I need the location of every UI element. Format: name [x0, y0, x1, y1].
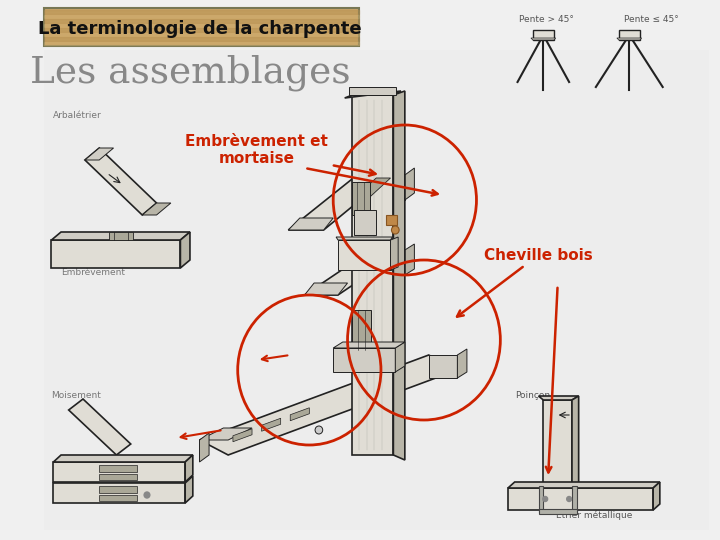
Text: Pente > 45°: Pente > 45°	[519, 15, 575, 24]
Polygon shape	[99, 486, 138, 493]
Polygon shape	[261, 418, 281, 431]
Circle shape	[315, 426, 323, 434]
Polygon shape	[199, 355, 457, 455]
Polygon shape	[531, 38, 556, 40]
Polygon shape	[405, 168, 415, 200]
Text: Cheville bois: Cheville bois	[457, 247, 593, 316]
Polygon shape	[539, 396, 579, 400]
Polygon shape	[44, 15, 359, 18]
Polygon shape	[185, 455, 193, 482]
Bar	[44, 50, 708, 530]
Polygon shape	[44, 32, 359, 36]
Polygon shape	[617, 38, 642, 40]
Text: Moisement: Moisement	[51, 391, 102, 400]
Polygon shape	[352, 310, 372, 350]
Circle shape	[567, 496, 572, 502]
Polygon shape	[395, 342, 405, 372]
Circle shape	[392, 226, 399, 234]
Polygon shape	[288, 175, 390, 230]
Polygon shape	[185, 476, 193, 503]
Polygon shape	[572, 396, 579, 488]
FancyBboxPatch shape	[44, 8, 359, 46]
Polygon shape	[44, 24, 359, 27]
Polygon shape	[99, 495, 138, 501]
Polygon shape	[653, 482, 660, 510]
Polygon shape	[618, 30, 640, 40]
Polygon shape	[53, 483, 185, 503]
Polygon shape	[199, 428, 252, 440]
Polygon shape	[44, 10, 359, 14]
Polygon shape	[51, 240, 181, 268]
Text: La terminologie de la charpente: La terminologie de la charpente	[37, 20, 361, 38]
Polygon shape	[357, 175, 405, 200]
Polygon shape	[143, 203, 171, 215]
Polygon shape	[53, 455, 193, 462]
Polygon shape	[85, 148, 156, 215]
Polygon shape	[305, 283, 348, 295]
Polygon shape	[533, 30, 554, 40]
Polygon shape	[233, 429, 252, 442]
Polygon shape	[508, 488, 653, 510]
Polygon shape	[44, 28, 359, 31]
Text: Embrèvement: Embrèvement	[61, 268, 125, 277]
Polygon shape	[405, 244, 415, 275]
Text: Entrait moisé: Entrait moisé	[97, 491, 158, 500]
Polygon shape	[539, 486, 544, 512]
Polygon shape	[345, 91, 401, 98]
Text: Embrèvement et
mortaise: Embrèvement et mortaise	[185, 134, 376, 176]
Polygon shape	[544, 400, 572, 488]
Polygon shape	[338, 240, 390, 270]
Polygon shape	[53, 462, 185, 482]
Polygon shape	[372, 250, 405, 275]
Polygon shape	[508, 482, 660, 488]
Polygon shape	[352, 178, 390, 200]
Polygon shape	[539, 509, 577, 514]
Polygon shape	[44, 42, 359, 45]
Polygon shape	[51, 232, 190, 240]
Polygon shape	[44, 37, 359, 40]
Polygon shape	[457, 349, 467, 378]
Polygon shape	[354, 210, 376, 235]
Polygon shape	[393, 91, 405, 460]
Text: Pente ≤ 45°: Pente ≤ 45°	[624, 15, 679, 24]
Text: Poinçon: Poinçon	[516, 391, 551, 400]
Polygon shape	[199, 433, 209, 462]
Polygon shape	[352, 95, 393, 455]
Polygon shape	[109, 232, 132, 240]
Polygon shape	[305, 250, 405, 295]
Text: Arbalétrier: Arbalétrier	[53, 111, 102, 120]
Circle shape	[543, 496, 548, 502]
Polygon shape	[333, 348, 395, 372]
FancyBboxPatch shape	[29, 0, 720, 540]
Polygon shape	[386, 215, 397, 225]
Polygon shape	[349, 87, 396, 95]
Polygon shape	[352, 182, 369, 215]
Polygon shape	[99, 465, 138, 472]
Polygon shape	[336, 237, 392, 240]
Polygon shape	[85, 148, 114, 160]
Polygon shape	[572, 486, 577, 512]
Polygon shape	[68, 399, 131, 455]
Text: Les assemblages: Les assemblages	[30, 55, 350, 91]
Polygon shape	[390, 237, 398, 270]
Polygon shape	[290, 408, 310, 421]
Text: Étrier métallique: Étrier métallique	[556, 510, 632, 520]
Polygon shape	[99, 474, 138, 480]
Polygon shape	[428, 355, 457, 378]
Polygon shape	[181, 232, 190, 268]
Circle shape	[144, 492, 150, 498]
Polygon shape	[44, 19, 359, 23]
Polygon shape	[288, 218, 333, 230]
Polygon shape	[333, 342, 405, 348]
